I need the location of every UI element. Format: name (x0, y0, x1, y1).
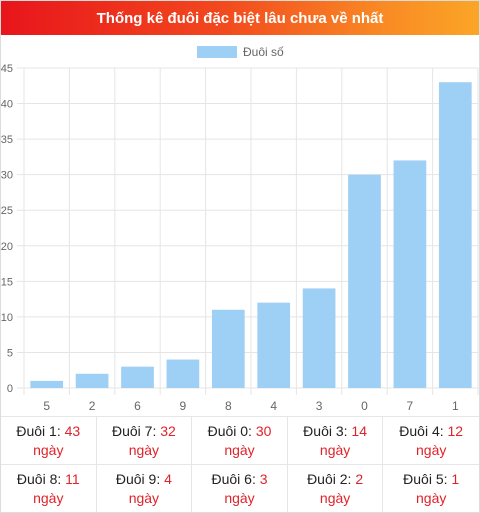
stat-line: Đuôi 7: 32 (112, 422, 176, 441)
stats-grid: Đuôi 1: 43 ngày Đuôi 7: 32 ngày Đuôi 0: 30 ng… (1, 416, 479, 512)
x-tick-label: 9 (180, 399, 187, 413)
stat-unit: ngày (33, 441, 64, 458)
stat-item: Đuôi 3: 14 ngày (287, 416, 384, 464)
stat-label: Đuôi 1: (16, 422, 61, 439)
bar (211, 309, 245, 388)
y-tick-label: 40 (1, 99, 13, 111)
bar (121, 366, 154, 388)
stat-value: 12 (447, 422, 464, 439)
stat-unit: ngày (224, 441, 255, 458)
y-tick-label: 15 (1, 276, 13, 288)
stat-value: 2 (355, 470, 364, 487)
bar (438, 82, 472, 388)
stat-value: 14 (351, 422, 367, 439)
stat-line: Đuôi 1: 43 (16, 422, 80, 441)
legend-label: Đuôi số (243, 45, 284, 59)
x-tick-label: 4 (270, 399, 277, 413)
stat-item: Đuôi 0: 30 ngày (192, 416, 288, 464)
stat-unit: ngày (224, 489, 255, 506)
stat-item: Đuôi 8: 11 ngày (1, 464, 97, 512)
bar (348, 174, 381, 388)
stat-value: 32 (160, 422, 176, 439)
stat-line: Đuôi 8: 11 (17, 470, 80, 489)
stat-label: Đuôi 9: (115, 470, 161, 487)
stat-line: Đuôi 2: 2 (307, 470, 363, 489)
y-tick-label: 30 (1, 170, 13, 182)
y-tick-label: 10 (1, 312, 13, 324)
bar (75, 373, 109, 388)
stat-label: Đuôi 0: (207, 422, 252, 439)
x-tick-label: 8 (225, 399, 232, 413)
bar (257, 302, 291, 388)
x-tick-label: 6 (134, 399, 141, 413)
stat-unit: ngày (128, 489, 160, 506)
x-tick-label: 3 (316, 399, 323, 413)
stat-value: 4 (164, 470, 172, 487)
legend-swatch (197, 46, 237, 58)
bar (30, 380, 64, 388)
stat-label: Đuôi 8: (16, 470, 62, 487)
stat-label: Đuôi 3: (303, 422, 348, 439)
stat-item: Đuôi 5: 1 ngày (383, 464, 479, 512)
stat-item: Đuôi 6: 3 ngày (192, 464, 288, 512)
bar (393, 160, 427, 388)
stat-label: Đuôi 4: (399, 422, 444, 439)
stat-label: Đuôi 5: (403, 470, 448, 487)
y-tick-label: 5 (7, 347, 13, 359)
page-title: Thống kê đuôi đặc biệt lâu chưa về nhất (96, 9, 384, 27)
y-tick-label: 25 (1, 205, 13, 217)
bar-chart: Đuôi số 0 5 10 15 20 25 30 35 40 45 5 2 6 9 8 4 3 0 7 1 (1, 35, 479, 415)
bar (302, 288, 336, 388)
x-tick-label: 7 (407, 399, 414, 413)
x-tick-label: 1 (452, 399, 459, 413)
stat-unit: ngày (128, 441, 160, 458)
y-tick-label: 20 (1, 241, 13, 253)
stat-label: Đuôi 7: (111, 422, 157, 439)
stat-value: 1 (451, 470, 460, 487)
x-tick-label: 5 (43, 399, 50, 413)
bar (166, 359, 200, 388)
stat-value: 43 (64, 422, 81, 439)
x-tick-label: 0 (361, 399, 368, 413)
stat-item: Đuôi 9: 4 ngày (96, 464, 193, 512)
stat-item: Đuôi 2: 2 ngày (287, 464, 384, 512)
stat-label: Đuôi 2: (307, 470, 352, 487)
stat-unit: ngày (319, 441, 351, 458)
stat-item: Đuôi 4: 12 ngày (383, 416, 479, 464)
stat-value: 30 (255, 422, 272, 439)
stat-line: Đuôi 3: 14 (303, 422, 367, 441)
stat-label: Đuôi 6: (211, 470, 256, 487)
stat-unit: ngày (319, 489, 351, 506)
y-tick-label: 35 (1, 134, 13, 146)
stat-item: Đuôi 7: 32 ngày (96, 416, 193, 464)
stat-line: Đuôi 6: 3 (211, 470, 267, 489)
stat-unit: ngày (416, 489, 447, 506)
panel-header: Thống kê đuôi đặc biệt lâu chưa về nhất (1, 1, 479, 35)
stat-line: Đuôi 9: 4 (116, 470, 172, 489)
stat-item: Đuôi 1: 43 ngày (1, 416, 97, 464)
stat-value: 11 (65, 470, 80, 487)
y-tick-label: 0 (7, 383, 13, 395)
x-tick-label: 2 (89, 399, 96, 413)
y-tick-label: 45 (1, 63, 13, 75)
stat-value: 3 (259, 470, 268, 487)
stat-line: Đuôi 4: 12 (399, 422, 463, 441)
stat-unit: ngày (416, 441, 447, 458)
stat-unit: ngày (33, 489, 64, 506)
stat-line: Đuôi 0: 30 (208, 422, 272, 441)
stat-line: Đuôi 5: 1 (403, 470, 459, 489)
